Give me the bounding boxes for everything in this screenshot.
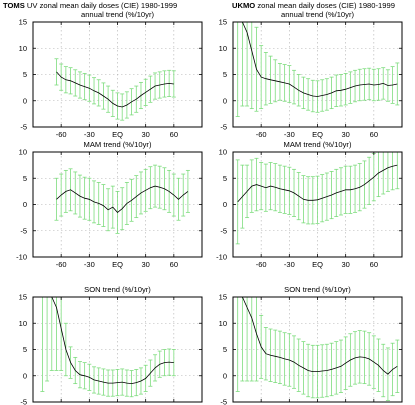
chart-title-source: TOMS	[3, 1, 25, 10]
x-tick-label: EQ	[112, 260, 123, 269]
plot-area	[40, 297, 176, 398]
chart-panel-ml: MAM trend (%/10yr) -60 -30 EQ 30 60 -10 -5 0 5 10	[16, 140, 203, 269]
y-tick-label: 0	[23, 96, 27, 105]
x-tick-label: EQ	[112, 130, 123, 139]
x-tick-label: 30	[141, 260, 149, 269]
x-tick-label: -60	[256, 130, 267, 139]
y-tick-label: -10	[16, 253, 27, 262]
y-tick-label: 15	[219, 18, 227, 27]
x-tick-label: 60	[170, 260, 178, 269]
x-tick-label: -60	[56, 260, 67, 269]
x-tick-label: -30	[284, 130, 295, 139]
x-tick-label: 30	[141, 130, 149, 139]
y-tick-label: 10	[19, 44, 27, 53]
y-tick-label: 15	[219, 293, 227, 302]
y-tick-label: 5	[223, 345, 227, 354]
chart-subtitle: SON trend (%/10yr)	[84, 285, 151, 294]
x-tick-label: 30	[341, 260, 349, 269]
chart-title-source: UKMO	[232, 1, 255, 10]
y-tick-label: 10	[19, 319, 27, 328]
plot-area	[54, 164, 190, 234]
x-tick-label: -30	[284, 260, 295, 269]
x-tick-label: -30	[84, 260, 95, 269]
y-tick-label: 15	[19, 293, 27, 302]
y-tick-label: 0	[23, 371, 27, 380]
trend-line	[56, 71, 174, 108]
y-tick-label: -5	[220, 123, 227, 132]
y-tick-label: -5	[220, 398, 227, 405]
chart-title-text: zonal mean daily doses (CIE) 1980-1999	[255, 1, 395, 10]
x-tick-label: -60	[56, 130, 67, 139]
chart-subtitle: MAM trend (%/10yr)	[284, 140, 352, 149]
x-tick-label: 60	[170, 130, 178, 139]
y-tick-label: -5	[20, 226, 27, 235]
y-tick-label: -5	[20, 123, 27, 132]
y-tick-label: 5	[223, 174, 227, 183]
y-tick-label: 10	[19, 148, 27, 157]
x-tick-label: EQ	[312, 130, 323, 139]
x-tick-label: -60	[256, 260, 267, 269]
chart-subtitle: MAM trend (%/10yr)	[84, 140, 152, 149]
y-tick-label: 0	[23, 200, 27, 209]
trend-line	[237, 164, 398, 203]
y-tick-label: 15	[19, 18, 27, 27]
y-tick-label: 5	[23, 174, 27, 183]
x-tick-label: EQ	[312, 260, 323, 269]
chart-title: TOMS UV zonal mean daily doses (CIE) 198…	[3, 1, 177, 10]
chart-panel-tr: UKMO zonal mean daily doses (CIE) 1980-1…	[219, 1, 403, 139]
y-tick-label: 5	[23, 345, 27, 354]
x-tick-label: 60	[370, 130, 378, 139]
chart-subtitle: annual trend (%/10yr)	[81, 10, 154, 19]
plot-area	[235, 297, 400, 401]
y-tick-label: 0	[223, 96, 227, 105]
plot-area	[54, 58, 176, 121]
y-tick-label: 10	[219, 319, 227, 328]
y-tick-label: 0	[223, 200, 227, 209]
plot-area	[235, 22, 400, 117]
chart-subtitle: annual trend (%/10yr)	[281, 10, 354, 19]
y-tick-label: 0	[223, 371, 227, 380]
chart-panel-mr: MAM trend (%/10yr) -60 -30 EQ 30 60 -10 -5 0 5 10	[216, 140, 403, 269]
y-tick-label: -5	[220, 226, 227, 235]
trend-line	[42, 297, 174, 385]
x-tick-label: 60	[370, 260, 378, 269]
x-tick-label: 30	[341, 130, 349, 139]
y-tick-label: -10	[216, 253, 227, 262]
x-tick-label: -30	[84, 130, 95, 139]
chart-subtitle: SON trend (%/10yr)	[284, 285, 351, 294]
y-tick-label: 10	[219, 148, 227, 157]
chart-title-text: UV zonal mean daily doses (CIE) 1980-199…	[25, 1, 177, 10]
trend-line	[237, 297, 398, 375]
trend-line	[56, 185, 189, 213]
plot-area	[235, 152, 400, 245]
chart-panel-tl: TOMS UV zonal mean daily doses (CIE) 198…	[3, 1, 203, 139]
y-tick-label: 5	[223, 70, 227, 79]
chart-title: UKMO zonal mean daily doses (CIE) 1980-1…	[232, 1, 395, 10]
y-tick-label: -5	[20, 398, 27, 405]
y-tick-label: 10	[219, 44, 227, 53]
y-tick-label: 5	[23, 70, 27, 79]
trend-line	[237, 22, 398, 97]
